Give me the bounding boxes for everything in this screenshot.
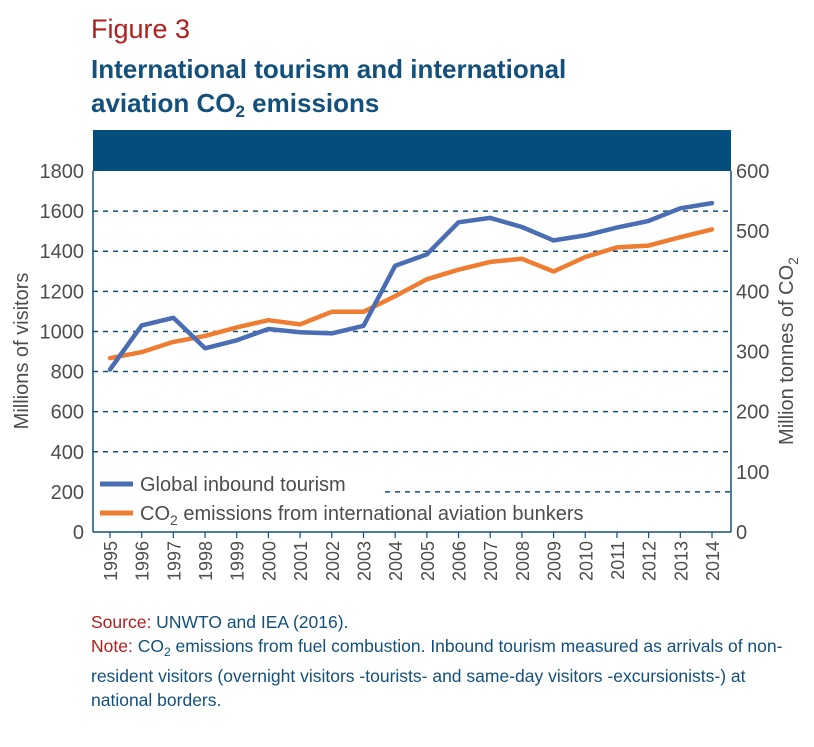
gridlines — [93, 210, 731, 493]
source-text: UNWTO and IEA (2016). — [151, 612, 349, 632]
series-line-tourism — [107, 200, 715, 372]
y-tick-label-left: 1800 — [40, 161, 85, 183]
x-tick-label: 2006 — [450, 541, 470, 581]
y-tick-label-left: 200 — [51, 482, 84, 504]
series-lines — [107, 200, 715, 372]
footnote: Source: UNWTO and IEA (2016). Note: CO2 … — [91, 610, 791, 712]
y-tick-label-left: 1600 — [40, 201, 85, 223]
note-text-start: CO — [132, 636, 164, 656]
x-tick-label: 1997 — [164, 541, 184, 581]
figure-label: Figure 3 — [91, 14, 191, 44]
y-axis-label-left: Millions of visitors — [11, 273, 33, 430]
y-axis-label-right: Million tonnes of CO2 — [776, 257, 801, 445]
legend: Global inbound tourism CO2 emissions from… — [100, 474, 584, 528]
axes — [92, 171, 732, 538]
x-tick-label: 2008 — [513, 541, 533, 581]
x-tick-label: 2014 — [703, 541, 723, 581]
y-tick-label-right: 100 — [736, 462, 769, 484]
chart-title-subscript: 2 — [235, 102, 245, 121]
y-tick-label-left: 800 — [51, 362, 84, 384]
x-tick-label: 1996 — [133, 541, 153, 581]
x-tick-label: 2001 — [291, 541, 311, 581]
chart-title-line1: International tourism and international — [91, 54, 567, 84]
chart-title-line2: aviation CO2 emissions — [91, 86, 566, 129]
x-tick-label: 1995 — [101, 541, 121, 581]
y-tick-label-right: 400 — [736, 281, 769, 303]
y-tick-label-right: 200 — [736, 402, 769, 424]
source-line: Source: UNWTO and IEA (2016). — [91, 610, 791, 634]
x-tick-label: 2013 — [671, 541, 691, 581]
note-label: Note: — [91, 636, 133, 656]
y-tick-label-right: 300 — [736, 342, 769, 364]
x-tick-label: 1998 — [196, 541, 216, 581]
legend-label-co2: CO2 emissions from international aviatio… — [140, 503, 584, 528]
legend-label-tourism: Global inbound tourism — [140, 474, 346, 496]
x-tick-label: 2005 — [418, 541, 438, 581]
x-tick-label: 2009 — [545, 541, 565, 581]
chart-header-band — [93, 130, 731, 171]
y-tick-label-left: 1000 — [40, 321, 85, 343]
x-tick-label: 2007 — [481, 541, 501, 581]
line-chart: 0 200 400 600 800 1000 1200 1400 1600 1800 0 100 200… — [11, 130, 801, 581]
y-tick-label-right: 0 — [736, 522, 747, 544]
y-tick-label-right: 600 — [736, 161, 769, 183]
chart-title-line2-end: emissions — [244, 88, 380, 118]
y-tick-label-left: 0 — [73, 522, 84, 544]
chart-title: International tourism and international … — [91, 52, 566, 129]
y-tick-label-left: 400 — [51, 442, 84, 464]
x-tick-label: 2003 — [354, 541, 374, 581]
x-tick-label: 2012 — [640, 541, 660, 581]
chart-title-line2-text: aviation CO — [91, 88, 236, 118]
x-tick-label: 1999 — [228, 541, 248, 581]
x-tick-label: 2002 — [323, 541, 343, 581]
note-line: Note: CO2 emissions from fuel combustion… — [91, 634, 791, 712]
y-tick-label-left: 1200 — [40, 281, 85, 303]
x-tick-label: 2010 — [576, 541, 596, 581]
series-line-co2 — [107, 227, 715, 361]
note-subscript: 2 — [163, 645, 171, 659]
y-tick-label-right: 500 — [736, 221, 769, 243]
x-tick-label: 2011 — [608, 541, 628, 580]
y-tick-label-left: 1400 — [40, 241, 85, 263]
x-tick-label: 2000 — [259, 541, 279, 581]
x-tick-label: 2004 — [386, 541, 406, 581]
y-tick-label-left: 600 — [51, 402, 84, 424]
source-label: Source: — [91, 612, 152, 632]
note-text: emissions from fuel combustion. Inbound … — [91, 636, 783, 710]
tick-labels: 0 200 400 600 800 1000 1200 1400 1600 1800 0 100 200… — [11, 161, 801, 581]
